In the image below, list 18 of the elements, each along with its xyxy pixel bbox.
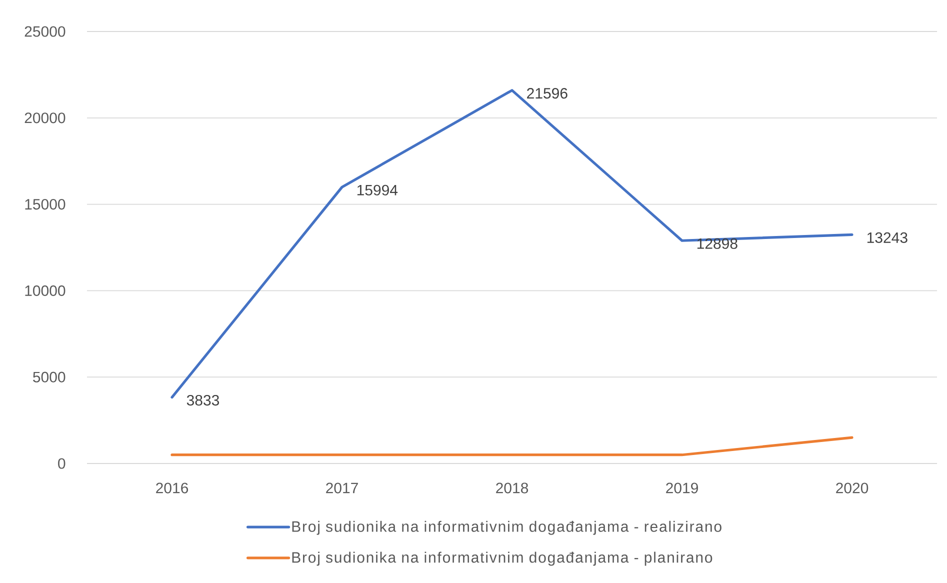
y-tick-label: 20000 — [24, 112, 66, 124]
x-tick-label: 2020 — [836, 482, 868, 494]
data-label: 3833 — [186, 394, 220, 406]
data-label: 13243 — [867, 232, 908, 243]
x-tick-label: 2019 — [666, 482, 698, 494]
data-label: 12898 — [697, 238, 738, 249]
x-tick-label: 2016 — [156, 482, 188, 494]
y-tick-label: 0 — [58, 458, 66, 469]
x-tick-label: 2017 — [326, 482, 358, 494]
x-tick-label: 2018 — [496, 482, 528, 494]
data-label: 15994 — [357, 184, 398, 196]
y-tick-label: 10000 — [25, 285, 66, 296]
data-label: 21596 — [527, 88, 568, 99]
y-tick-label: 25000 — [24, 26, 66, 37]
legend-label: Broj sudionika na informativnim događanjama - planirano — [292, 552, 712, 566]
legend-label: Broj sudionika na informativnim događanjama - realizirano — [292, 520, 722, 535]
y-tick-label: 5000 — [33, 372, 66, 382]
y-tick-label: 15000 — [25, 198, 66, 210]
